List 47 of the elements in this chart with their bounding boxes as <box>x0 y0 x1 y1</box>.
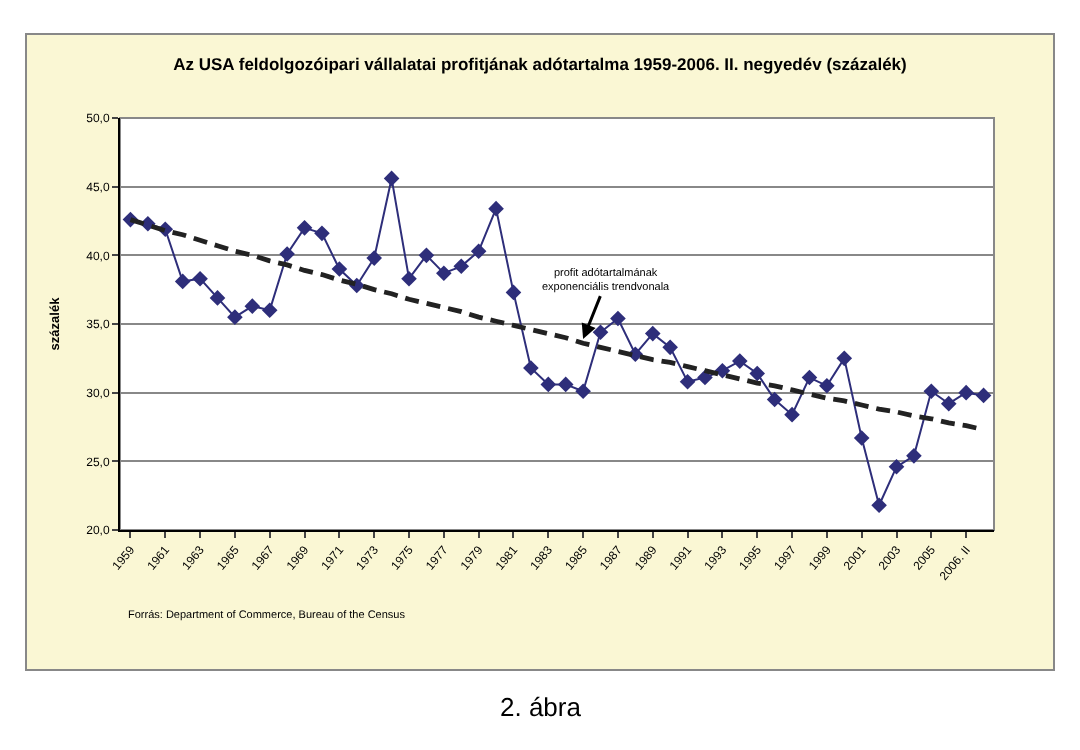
point <box>366 250 382 266</box>
point <box>331 261 348 277</box>
point <box>610 310 626 327</box>
point <box>261 302 278 319</box>
point <box>732 353 748 369</box>
point <box>436 265 452 281</box>
point <box>923 383 940 400</box>
point <box>679 373 696 390</box>
point <box>279 246 295 262</box>
point <box>314 225 330 242</box>
point <box>853 430 870 446</box>
point <box>871 497 887 514</box>
point <box>662 339 678 356</box>
point <box>766 391 783 408</box>
point <box>975 387 992 404</box>
point <box>174 273 191 290</box>
point <box>958 384 974 401</box>
point <box>906 448 922 464</box>
point <box>697 369 713 386</box>
point <box>714 362 731 379</box>
point <box>244 298 261 314</box>
point <box>227 309 243 325</box>
point <box>592 324 609 341</box>
point <box>575 383 591 400</box>
point <box>540 376 557 393</box>
point <box>401 270 417 287</box>
chart-title: Az USA feldolgozóipari vállalatai profitjának adótartalma 1959-2006. II. negyedév (százalék) <box>173 53 908 74</box>
point <box>749 365 766 382</box>
point <box>383 170 400 187</box>
point <box>819 378 835 394</box>
point <box>557 376 574 393</box>
point <box>470 243 487 260</box>
text: 2. ábra <box>500 692 583 722</box>
point <box>888 459 905 475</box>
point <box>453 258 470 275</box>
point <box>644 325 661 342</box>
point <box>801 369 818 386</box>
point <box>296 220 313 236</box>
point <box>505 284 522 301</box>
point <box>209 290 226 306</box>
point <box>488 200 504 217</box>
point <box>784 406 800 423</box>
point <box>418 247 435 264</box>
point <box>192 270 208 287</box>
point <box>523 360 539 376</box>
point <box>836 350 853 367</box>
point <box>940 395 957 412</box>
